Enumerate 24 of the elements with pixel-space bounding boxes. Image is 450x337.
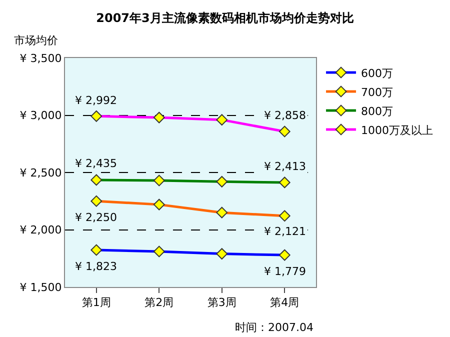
y-tick-label: ¥ 3,500 [20, 52, 62, 65]
text: 时间：2007.04 [235, 321, 314, 334]
x-tick-label: 第2周 [144, 296, 174, 310]
x-tick-label: 第4周 [270, 296, 300, 310]
chart-title: 2007年3月主流像素数码相机市场均价走势对比 [96, 10, 354, 25]
legend-label: 800万 [361, 104, 394, 118]
legend-label: 1000万及以上 [361, 124, 434, 137]
data-label: ¥ 2,250 [75, 211, 117, 224]
x-tick-label: 第3周 [207, 296, 236, 310]
data-label: ¥ 2,435 [75, 157, 117, 170]
y-axis-title: 市场均价 [14, 34, 58, 47]
data-label: ¥ 2,413 [264, 160, 306, 173]
data-label: ¥ 2,992 [75, 94, 117, 107]
y-tick-label: ¥ 3,000 [20, 109, 62, 122]
x-tick-label: 第1周 [82, 296, 111, 310]
data-label: ¥ 2,858 [264, 109, 306, 122]
data-label: ¥ 1,823 [75, 260, 117, 273]
data-label: ¥ 2,121 [264, 225, 306, 238]
y-tick-label: ¥ 2,000 [20, 224, 62, 237]
legend-label: 600万 [361, 66, 394, 80]
data-label: ¥ 1,779 [264, 265, 306, 278]
legend-label: 700万 [361, 86, 394, 99]
y-tick-label: ¥ 2,500 [20, 166, 62, 180]
y-tick-label: ¥ 1,500 [20, 280, 62, 294]
